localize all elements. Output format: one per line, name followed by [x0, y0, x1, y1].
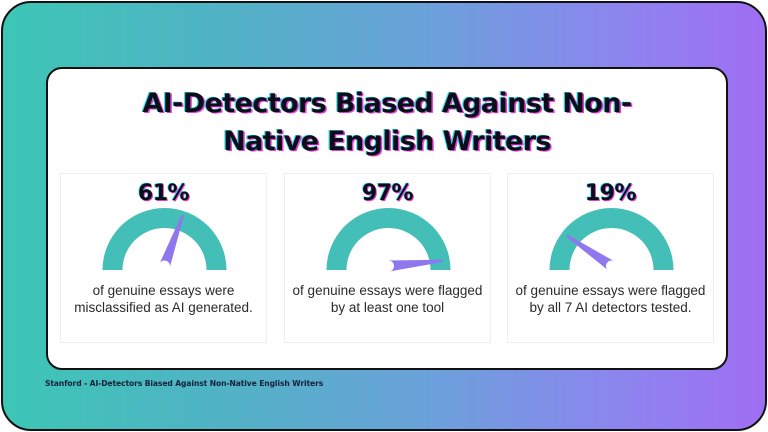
stat-value: 19% — [584, 181, 637, 206]
gauge-needle-icon — [566, 234, 615, 271]
gauge-arc — [549, 208, 674, 270]
stat-description: of genuine essays were flagged by all 7 … — [508, 282, 713, 316]
stat-value: 61% — [137, 181, 190, 206]
gauge-arc — [326, 208, 451, 270]
stat-description-line-2: by at least one tool — [330, 300, 445, 315]
gauge-chart-icon — [102, 208, 227, 270]
stat-value: 97% — [361, 181, 414, 206]
stat-card-flagged-all-detectors: 19% of genuine essays were flagged by al… — [507, 173, 714, 343]
gauge-needle-icon — [159, 214, 184, 268]
stat-card-flagged-one-tool: 97% of genuine essays were flagged by at… — [284, 173, 491, 343]
gauge-needle-icon — [387, 259, 443, 272]
stat-description-line-1: of genuine essays were flagged — [515, 283, 706, 298]
stat-description: of genuine essays were misclassified as … — [61, 282, 266, 316]
stat-description: of genuine essays were flagged by at lea… — [285, 282, 490, 316]
stat-description-line-1: of genuine essays were flagged — [292, 283, 483, 298]
stat-description-line-2: misclassified as AI generated. — [74, 300, 253, 315]
page-title: AI-Detectors Biased Against Non- Native … — [48, 85, 726, 161]
gauge-chart-icon — [326, 208, 451, 272]
gauge-arc — [102, 208, 227, 270]
stat-card-misclassified: 61% of genuine essays were misclassified… — [60, 173, 267, 343]
gauge-chart-icon — [549, 208, 674, 271]
stat-description-line-2: by all 7 AI detectors tested. — [529, 300, 692, 315]
source-caption: Stanford - AI-Detectors Biased Against N… — [45, 379, 324, 388]
title-line-2: Native English Writers — [223, 126, 551, 157]
title-line-1: AI-Detectors Biased Against Non- — [142, 88, 632, 119]
infographic-card: AI-Detectors Biased Against Non- Native … — [46, 67, 728, 370]
stat-description-line-1: of genuine essays were — [92, 283, 235, 298]
